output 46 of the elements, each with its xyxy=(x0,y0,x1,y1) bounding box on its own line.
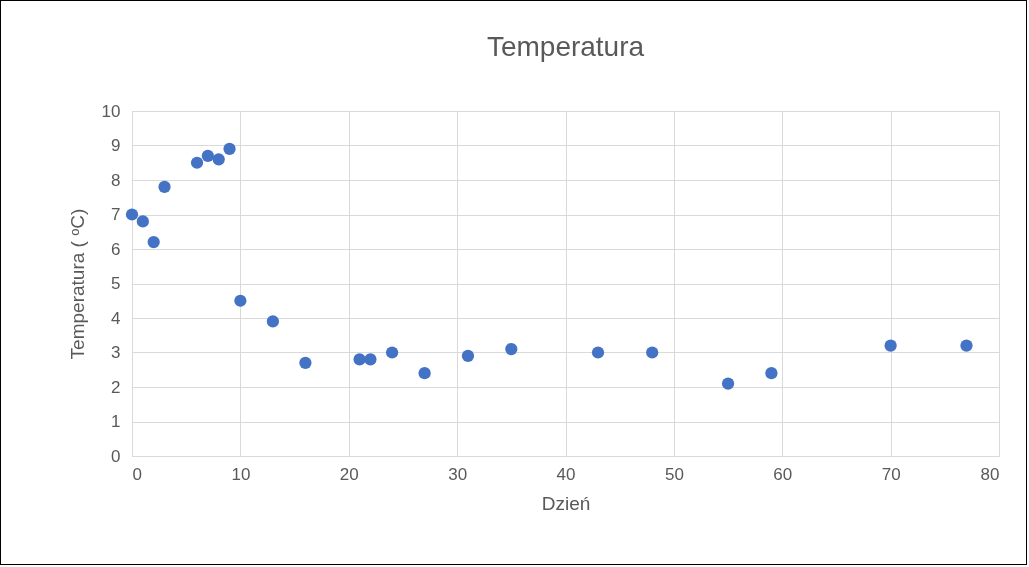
point xyxy=(212,153,225,166)
y-tick-label: 8 xyxy=(111,170,121,190)
point xyxy=(158,180,171,194)
point xyxy=(125,208,139,221)
point xyxy=(223,142,236,156)
x-tick-label: 0 xyxy=(132,464,142,484)
y-tick-label: 6 xyxy=(111,239,121,259)
point xyxy=(234,294,247,307)
x-tick-label: 80 xyxy=(980,464,1000,484)
point xyxy=(190,156,204,169)
y-tick-label: 2 xyxy=(111,377,121,397)
point xyxy=(505,342,518,356)
y-tick-label: 5 xyxy=(111,274,121,293)
point xyxy=(266,315,280,328)
x-tick-label: 70 xyxy=(881,464,901,484)
point xyxy=(201,149,214,162)
point xyxy=(591,346,605,359)
y-tick-label: 1 xyxy=(111,412,121,431)
x-tick-label: 10 xyxy=(231,464,251,484)
x-tick-label: 30 xyxy=(448,464,468,484)
point xyxy=(136,215,149,228)
point xyxy=(960,339,973,352)
point xyxy=(721,377,735,390)
point xyxy=(147,235,160,249)
x-tick-label: 60 xyxy=(773,464,793,484)
y-axis-title: Temperatura ( ᵒC) xyxy=(66,208,88,360)
chart-title: Temperatura xyxy=(486,31,645,62)
y-tick-label: 10 xyxy=(101,101,121,121)
y-tick-label: 7 xyxy=(111,205,121,224)
point xyxy=(765,367,778,380)
point xyxy=(418,367,431,380)
x-tick-label: 40 xyxy=(556,464,576,484)
x-tick-label: 50 xyxy=(664,464,684,484)
y-tick-label: 9 xyxy=(111,136,121,155)
y-tick-label: 3 xyxy=(111,343,121,362)
x-axis-title: Dzień xyxy=(541,492,591,514)
point xyxy=(646,346,659,359)
point xyxy=(385,346,399,359)
point xyxy=(299,356,312,369)
point xyxy=(461,349,475,363)
point xyxy=(353,353,366,366)
point xyxy=(364,353,377,366)
x-tick-label: 20 xyxy=(339,464,359,484)
point xyxy=(884,339,897,352)
y-tick-label: 4 xyxy=(111,308,121,328)
y-tick-label: 0 xyxy=(111,446,121,466)
